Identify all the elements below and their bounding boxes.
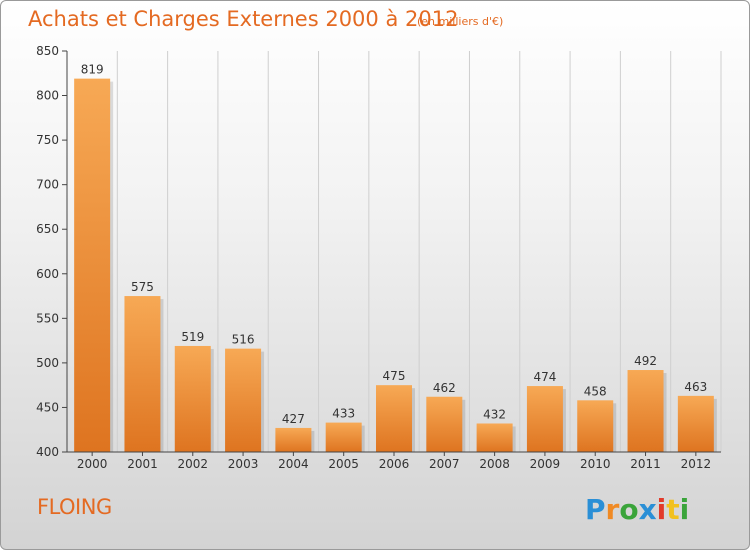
y-tick-label: 450 [36,400,59,414]
x-tick-label: 2008 [479,457,510,471]
bar-value-label: 427 [282,412,305,426]
bar-value-label: 475 [383,369,406,383]
bar-value-label: 462 [433,381,456,395]
y-tick-label: 600 [36,267,59,281]
bar-value-label: 432 [483,407,506,421]
y-tick-label: 500 [36,356,59,370]
proxiti-logo: Proxiti [585,493,689,526]
y-tick-label: 850 [36,44,59,58]
bar-2011 [627,370,664,452]
bar-2007 [426,396,463,452]
bar-2004 [275,427,312,452]
bar-value-label: 575 [131,280,154,294]
location-label: FLOING [37,495,112,519]
x-tick-label: 2005 [328,457,359,471]
bar-value-label: 516 [232,333,255,347]
x-tick-label: 2004 [278,457,309,471]
bar-value-label: 519 [181,330,204,344]
bar-2000 [74,78,111,452]
bar-2005 [325,422,362,452]
svg-text:Proxiti: Proxiti [585,493,689,526]
x-tick-label: 2012 [681,457,712,471]
bar-value-label: 433 [332,407,355,421]
x-tick-label: 2011 [630,457,661,471]
bar-2012 [677,395,714,452]
x-tick-label: 2007 [429,457,460,471]
y-tick-label: 400 [36,445,59,459]
x-tick-label: 2009 [530,457,561,471]
chart-subtitle: (en milliers d'€) [417,15,504,28]
bar-value-label: 492 [634,354,657,368]
x-tick-label: 2000 [77,457,108,471]
chart-title: Achats et Charges Externes 2000 à 2012 [28,7,459,31]
y-tick-label: 700 [36,178,59,192]
bar-2003 [225,348,262,452]
bar-2010 [577,400,614,452]
x-tick-label: 2003 [228,457,259,471]
bar-2002 [174,345,211,452]
bar-2009 [526,386,563,452]
bar-value-label: 463 [684,380,707,394]
bar-value-label: 474 [533,370,556,384]
x-tick-label: 2006 [379,457,410,471]
bar-2001 [124,296,161,452]
y-tick-label: 650 [36,222,59,236]
x-tick-label: 2002 [177,457,208,471]
bar-value-label: 819 [81,63,104,77]
y-tick-label: 750 [36,133,59,147]
bar-2006 [376,385,412,452]
x-tick-label: 2010 [580,457,611,471]
bar-value-label: 458 [584,384,607,398]
bar-2008 [476,423,513,452]
x-tick-label: 2001 [127,457,158,471]
y-tick-label: 800 [36,89,59,103]
y-tick-label: 550 [36,311,59,325]
